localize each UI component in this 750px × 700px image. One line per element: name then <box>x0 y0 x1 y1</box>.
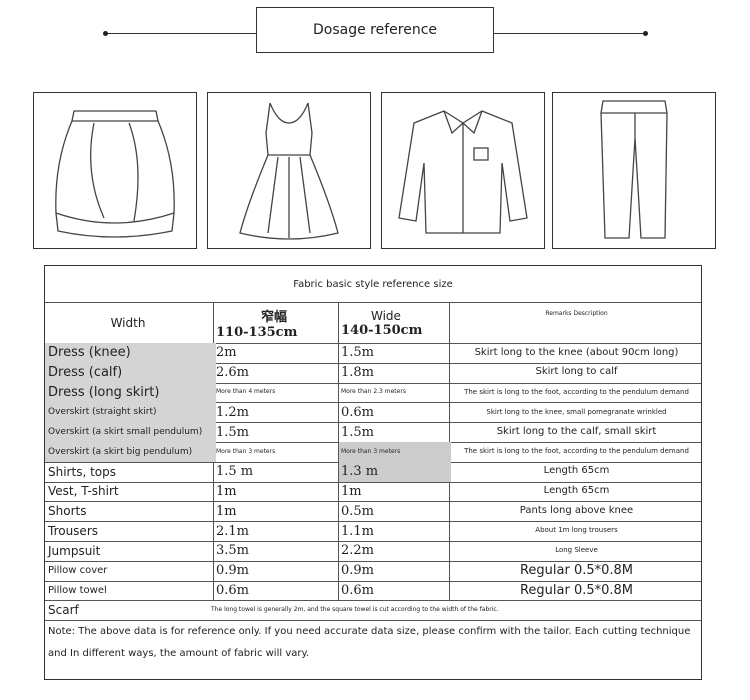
table-row: Pillow cover 0.9m 0.9m Regular 0.5*0.8M <box>45 561 701 582</box>
row-item: Overskirt (straight skirt) <box>45 402 216 423</box>
column-divider <box>338 303 339 601</box>
fabric-reference-table: Fabric basic style reference size Width … <box>44 265 702 680</box>
row-narrow-value: More than 3 meters <box>216 447 276 455</box>
row-item: Shirts, tops <box>48 464 116 479</box>
table-row: Jumpsuit 3.5m 2.2m Long Sleeve <box>45 541 701 562</box>
row-narrow-value: 3.5m <box>216 543 250 559</box>
row-item: Vest, T-shirt <box>48 484 119 499</box>
row-remark: Length 65cm <box>543 485 610 497</box>
row-narrow-value: 1.5 m <box>216 464 254 480</box>
row-wide-value: 1.1m <box>341 523 375 539</box>
row-item: Trousers <box>48 524 99 539</box>
row-narrow-value: 1.5m <box>216 424 250 440</box>
row-remark: Skirt long to the knee, small pomegranat… <box>486 407 667 416</box>
row-item: Overskirt (a skirt small pendulum) <box>45 422 216 442</box>
width-header-row: Width 窄幅 110-135cm Wide 140-150cm Remark… <box>45 303 701 344</box>
row-narrow-value: 2.1m <box>216 523 250 539</box>
scarf-row: Scarf The long towel is generally 2m, an… <box>45 600 701 621</box>
row-narrow-value: 2m <box>216 345 237 361</box>
row-narrow-value: 2.6m <box>216 365 250 381</box>
row-narrow-value: 0.9m <box>216 563 250 579</box>
table-title: Fabric basic style reference size <box>45 266 701 303</box>
row-remark: The skirt is long to the foot, according… <box>464 387 689 396</box>
row-wide-value: 1.8m <box>341 365 375 381</box>
row-wide-value: 0.6m <box>341 404 375 420</box>
row-wide-value: 1.5m <box>341 424 375 440</box>
table-row: Trousers 2.1m 1.1m About 1m long trouser… <box>45 521 701 542</box>
row-item: Shorts <box>48 504 87 519</box>
row-wide-value: More than 2.3 meters <box>341 388 406 396</box>
table-row: Shirts, tops 1.5 m 1.3 m Length 65cm <box>45 461 701 483</box>
table-row: Overskirt (a skirt big pendulum) More th… <box>45 442 701 463</box>
skirt-image <box>33 92 197 249</box>
row-item: Dress (knee) <box>45 343 216 363</box>
row-item: Jumpsuit <box>48 543 101 558</box>
row-wide-value: 0.6m <box>341 582 375 598</box>
row-remark: Regular 0.5*0.8M <box>519 562 634 578</box>
table-row: Dress (long skirt) More than 4 meters Mo… <box>45 382 701 404</box>
row-wide-value: 0.9m <box>341 563 375 579</box>
trousers-image <box>552 92 716 249</box>
wide-label: Wide <box>371 308 401 323</box>
row-remark: Skirt long to the calf, small skirt <box>496 425 657 437</box>
dot-right <box>643 31 648 36</box>
narrow-label: 窄幅 <box>261 310 288 325</box>
row-remark: Length 65cm <box>543 465 610 477</box>
row-item: Dress (long skirt) <box>45 382 216 403</box>
row-narrow-value: 1.2m <box>216 404 250 420</box>
row-remark: Skirt long to calf <box>535 366 618 378</box>
table-row: Dress (calf) 2.6m 1.8m Skirt long to cal… <box>45 362 701 384</box>
width-label: Width <box>110 316 146 330</box>
shirt-image <box>381 92 545 249</box>
row-wide-value: 1.3 m <box>339 461 451 482</box>
row-wide-value: 1.5m <box>341 345 375 361</box>
row-item: Pillow towel <box>48 584 107 596</box>
row-remark: Pants long above knee <box>519 505 634 517</box>
row-remark: Regular 0.5*0.8M <box>519 582 634 598</box>
scarf-note: The long towel is generally 2m, and the … <box>211 606 499 614</box>
row-item: Pillow cover <box>48 565 108 577</box>
dress-image <box>207 92 371 249</box>
row-remark: The skirt is long to the foot, according… <box>464 447 689 456</box>
table-row: Dress (knee) 2m 1.5m Skirt long to the k… <box>45 343 701 364</box>
row-item: Overskirt (a skirt big pendulum) <box>45 442 216 462</box>
row-item: Dress (calf) <box>45 362 216 383</box>
row-item: Scarf <box>48 602 79 617</box>
row-narrow-value: 1m <box>216 503 237 519</box>
wide-range: 140-150cm <box>341 322 423 338</box>
dot-left <box>103 31 108 36</box>
table-row: Overskirt (a skirt small pendulum) 1.5m … <box>45 422 701 443</box>
row-wide-value: 0.5m <box>341 503 375 519</box>
table-row: Pillow towel 0.6m 0.6m Regular 0.5*0.8M <box>45 581 701 602</box>
table-row: Overskirt (straight skirt) 1.2m 0.6m Ski… <box>45 402 701 424</box>
row-wide-value: 1m <box>341 483 362 499</box>
footnote: Note: The above data is for reference on… <box>48 626 691 659</box>
row-wide-value: 2.2m <box>341 543 375 559</box>
table-row: Vest, T-shirt 1m 1m Length 65cm <box>45 482 701 503</box>
row-narrow-value: 1m <box>216 483 237 499</box>
row-narrow-value: More than 4 meters <box>216 388 276 396</box>
row-narrow-value: 0.6m <box>216 582 250 598</box>
row-remark: Skirt long to the knee (about 90cm long) <box>474 346 679 358</box>
table-row: Shorts 1m 0.5m Pants long above knee <box>45 501 701 523</box>
remarks-label: Remarks Description <box>545 310 608 317</box>
row-remark: Long Sleeve <box>555 546 598 555</box>
row-remark: About 1m long trousers <box>535 526 618 535</box>
row-wide-value: More than 3 meters <box>339 442 451 462</box>
page-title: Dosage reference <box>256 7 494 53</box>
narrow-range: 110-135cm <box>216 325 298 340</box>
